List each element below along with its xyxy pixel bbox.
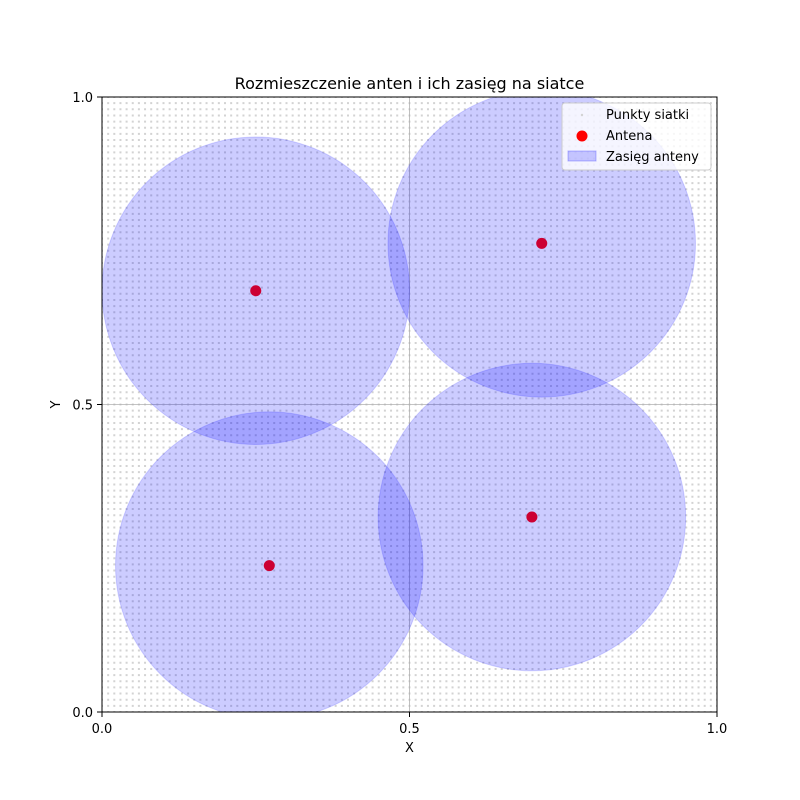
x-tick-label: 0.5 bbox=[399, 722, 420, 737]
gridlines bbox=[102, 97, 717, 712]
y-tick-label: 1.0 bbox=[72, 91, 93, 106]
legend-box bbox=[561, 102, 712, 171]
legend-antenna-label: Antena bbox=[606, 129, 652, 144]
legend-antenna-marker bbox=[576, 130, 588, 142]
x-axis-label: X bbox=[405, 741, 414, 756]
legend-coverage-patch bbox=[567, 150, 597, 162]
axis-ticks: 0.0 0.5 1.0 0.0 0.5 1.0 bbox=[72, 91, 727, 737]
antenna-point-overlay bbox=[263, 560, 275, 572]
y-tick-label: 0.5 bbox=[72, 399, 93, 414]
legend: Punkty siatki Antena Zasięg anteny bbox=[561, 102, 712, 171]
antenna-point-overlay bbox=[526, 511, 538, 523]
grid-points-lattice bbox=[102, 97, 717, 712]
antenna-point-overlay bbox=[250, 285, 262, 297]
grid-points bbox=[102, 97, 717, 712]
x-tick-label: 1.0 bbox=[707, 722, 728, 737]
legend-coverage-label: Zasięg anteny bbox=[606, 150, 699, 165]
antenna-point bbox=[526, 511, 538, 523]
legend-grid-point-marker bbox=[580, 113, 584, 117]
antenna-markers bbox=[250, 237, 548, 572]
antenna-point bbox=[536, 237, 548, 249]
antenna-point-overlay bbox=[536, 237, 548, 249]
legend-grid-points-label: Punkty siatki bbox=[606, 108, 689, 123]
antenna-point bbox=[250, 285, 262, 297]
antenna-point bbox=[263, 560, 275, 572]
x-tick-label: 0.0 bbox=[92, 722, 113, 737]
y-axis-label: Y bbox=[49, 400, 64, 409]
y-tick-label: 0.0 bbox=[72, 706, 93, 721]
chart-title: Rozmieszczenie anten i ich zasięg na sia… bbox=[235, 74, 585, 93]
